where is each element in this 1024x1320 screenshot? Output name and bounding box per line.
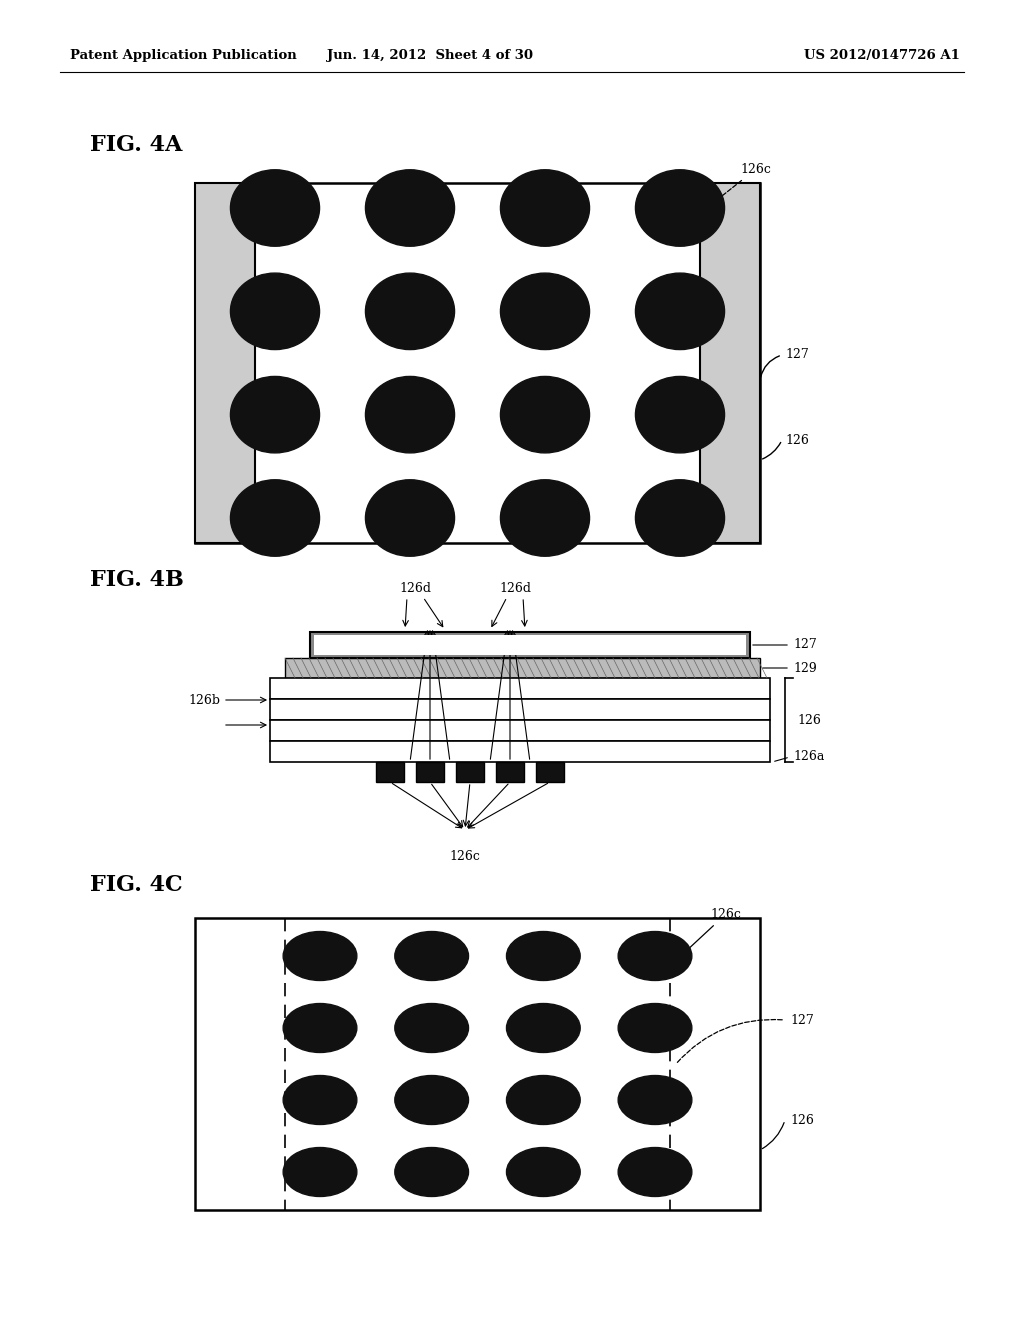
Ellipse shape (507, 932, 581, 981)
Text: 126: 126 (790, 1114, 814, 1126)
Bar (700, 183, 760, 543)
Ellipse shape (366, 479, 455, 556)
Bar (195, 183, 255, 543)
Ellipse shape (230, 273, 319, 350)
Bar (270, 719, 770, 741)
Ellipse shape (366, 273, 455, 350)
Ellipse shape (284, 1003, 356, 1052)
Text: 126c: 126c (709, 162, 771, 206)
Bar (456, 762, 484, 781)
Bar (270, 678, 770, 700)
Ellipse shape (507, 1147, 581, 1196)
Ellipse shape (284, 1147, 356, 1196)
Bar (496, 762, 524, 781)
Ellipse shape (636, 479, 725, 556)
Text: Jun. 14, 2012  Sheet 4 of 30: Jun. 14, 2012 Sheet 4 of 30 (327, 49, 534, 62)
Bar (195, 183, 760, 543)
Text: 127: 127 (785, 348, 809, 362)
Ellipse shape (366, 170, 455, 247)
Text: 126d: 126d (499, 582, 531, 595)
Text: 127: 127 (790, 1014, 814, 1027)
Bar (285, 657, 760, 678)
Ellipse shape (230, 170, 319, 247)
Ellipse shape (618, 1147, 692, 1196)
Text: 126b: 126b (188, 693, 220, 706)
Text: 129: 129 (793, 661, 817, 675)
Text: 126: 126 (785, 433, 809, 446)
Ellipse shape (395, 1147, 469, 1196)
Bar (376, 762, 404, 781)
Ellipse shape (284, 932, 356, 981)
Ellipse shape (284, 1076, 356, 1125)
Text: 126: 126 (797, 714, 821, 726)
Ellipse shape (230, 479, 319, 556)
Text: FIG. 4A: FIG. 4A (90, 135, 182, 156)
Ellipse shape (507, 1003, 581, 1052)
Ellipse shape (501, 170, 590, 247)
Bar (314, 635, 746, 655)
Text: 126d: 126d (399, 582, 431, 595)
Ellipse shape (395, 932, 469, 981)
Ellipse shape (501, 376, 590, 453)
Bar (416, 762, 444, 781)
Ellipse shape (366, 376, 455, 453)
Text: 126a: 126a (793, 751, 824, 763)
Bar (270, 741, 770, 762)
Ellipse shape (618, 932, 692, 981)
Ellipse shape (636, 376, 725, 453)
Ellipse shape (636, 170, 725, 247)
Text: US 2012/0147726 A1: US 2012/0147726 A1 (804, 49, 961, 62)
Bar (270, 700, 770, 719)
Bar (310, 632, 750, 657)
Ellipse shape (230, 376, 319, 453)
Text: FIG. 4B: FIG. 4B (90, 569, 184, 591)
Text: 126c: 126c (683, 908, 741, 954)
Ellipse shape (395, 1076, 469, 1125)
Text: 127: 127 (793, 639, 817, 652)
Text: 126c: 126c (450, 850, 480, 863)
Ellipse shape (618, 1076, 692, 1125)
Ellipse shape (501, 479, 590, 556)
Text: FIG. 4C: FIG. 4C (90, 874, 182, 896)
Ellipse shape (507, 1076, 581, 1125)
Ellipse shape (618, 1003, 692, 1052)
Text: Patent Application Publication: Patent Application Publication (70, 49, 297, 62)
Ellipse shape (395, 1003, 469, 1052)
Ellipse shape (501, 273, 590, 350)
Ellipse shape (636, 273, 725, 350)
Bar (195, 917, 760, 1210)
Bar (536, 762, 564, 781)
